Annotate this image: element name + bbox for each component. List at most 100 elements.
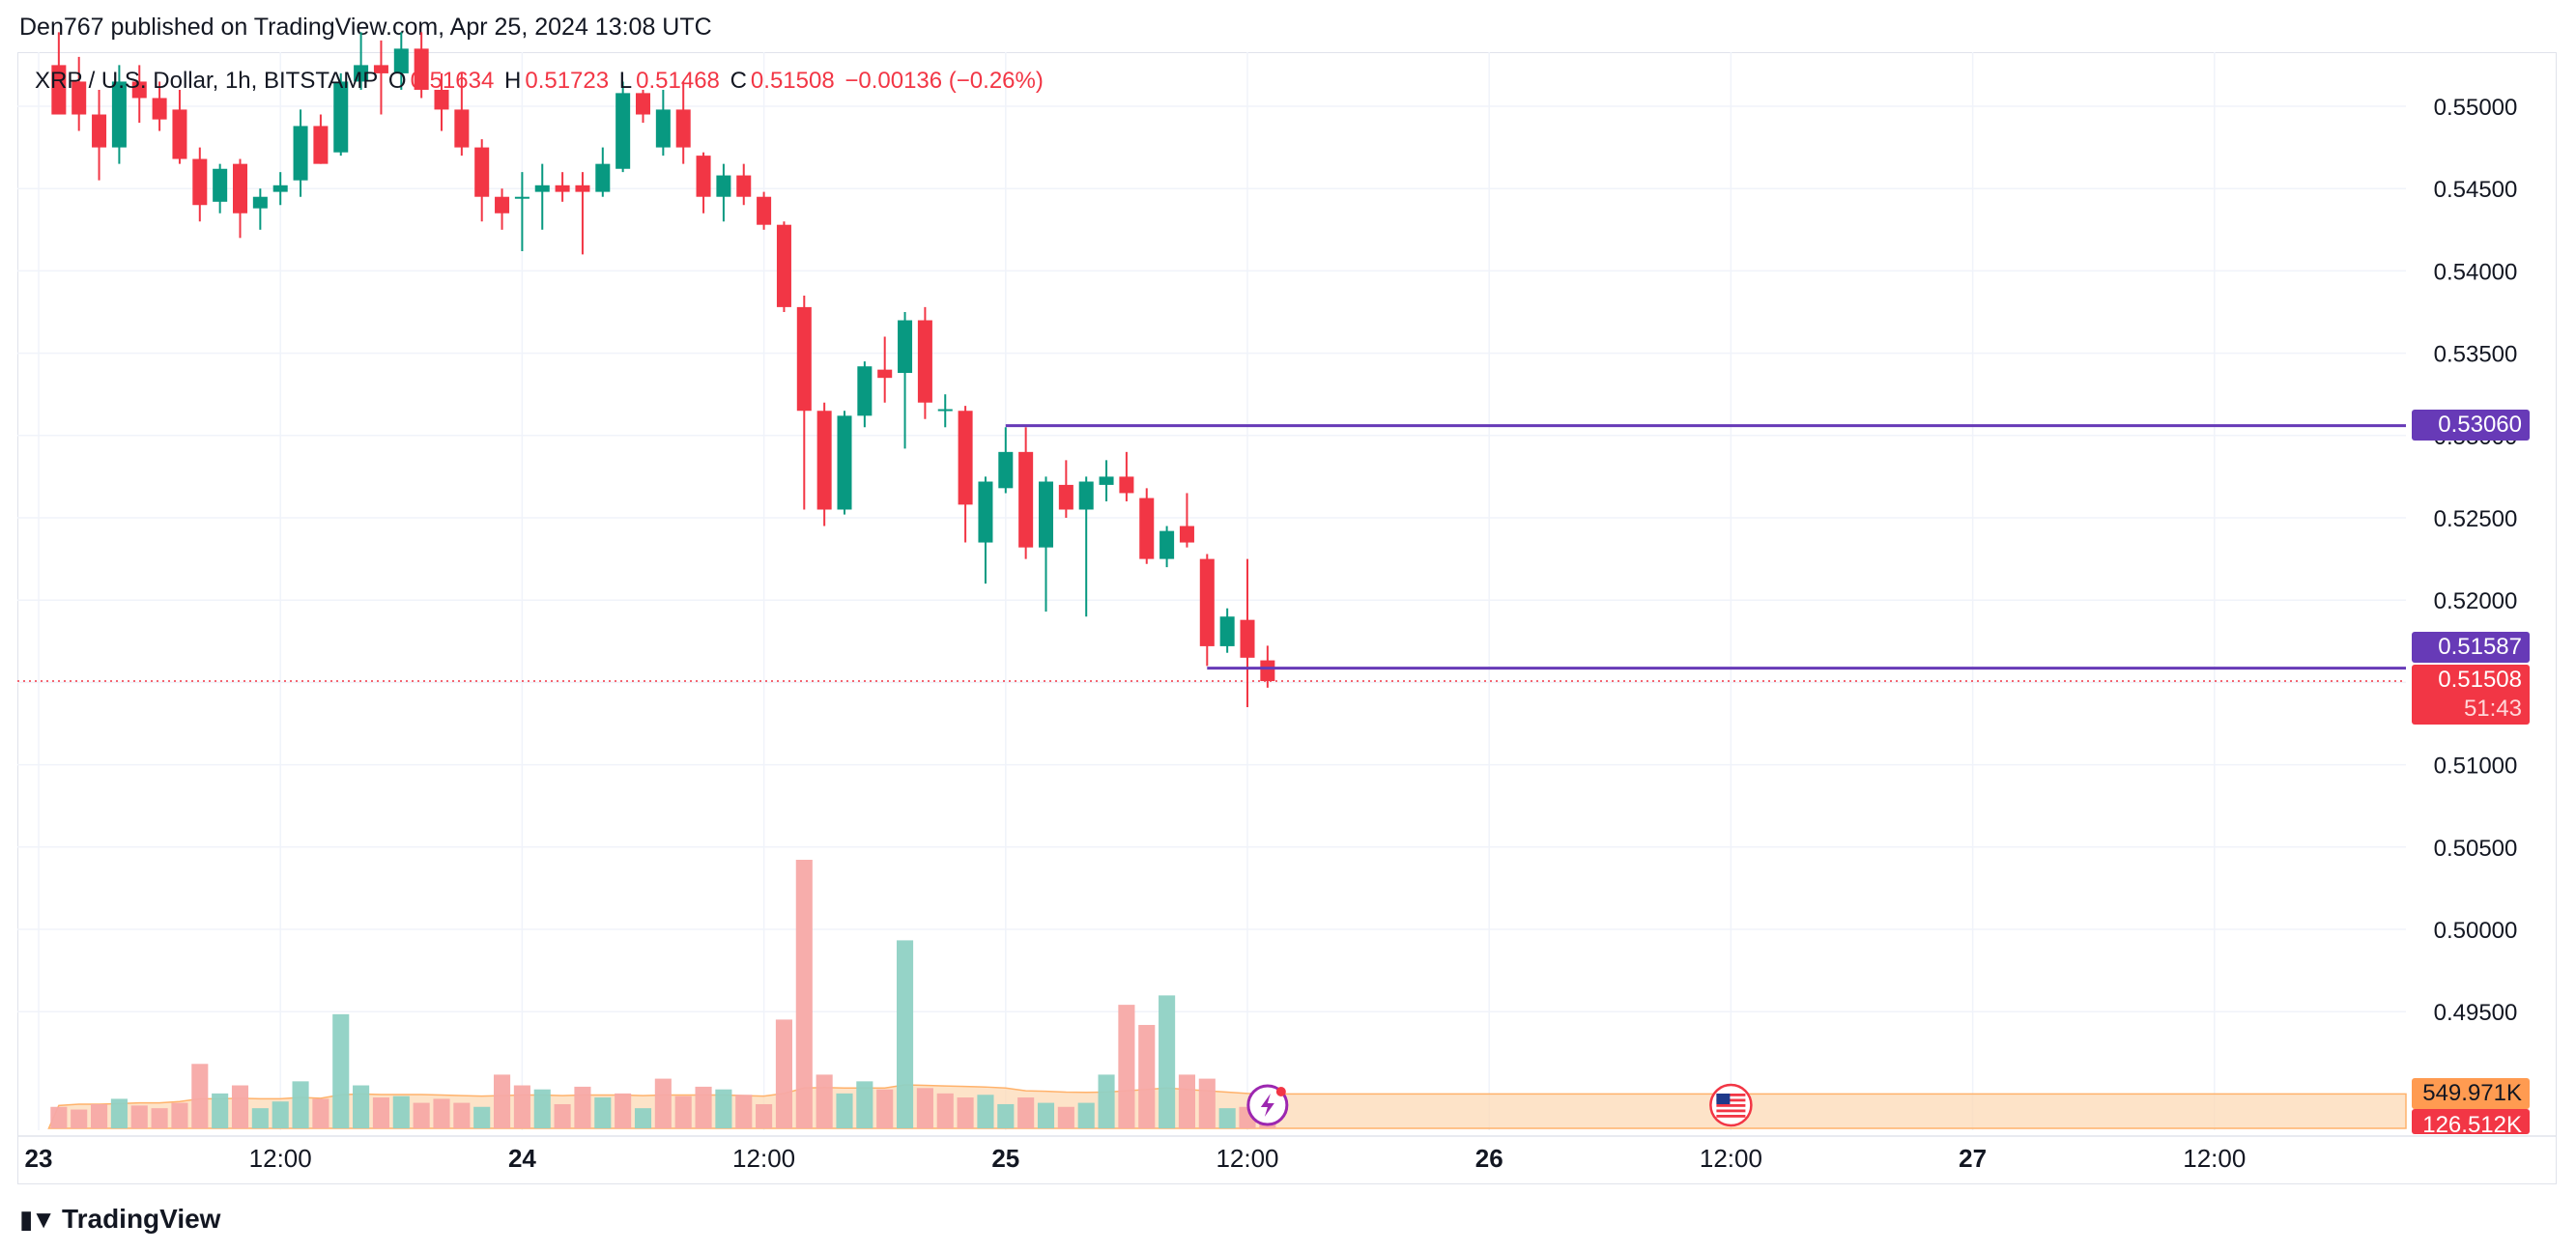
volume-bar	[130, 1105, 148, 1128]
candle-body	[474, 147, 490, 197]
candle-body	[796, 306, 812, 412]
lightning-bolt	[1260, 1094, 1274, 1117]
volume-bar	[1198, 1078, 1216, 1128]
candle-body	[1179, 526, 1194, 543]
candle-body	[635, 93, 651, 115]
volume-bar	[433, 1098, 450, 1128]
volume-bar	[775, 1019, 792, 1128]
candle-body	[51, 65, 67, 115]
volume-bar	[936, 1093, 954, 1128]
volume-bar	[332, 1013, 350, 1128]
candle-body	[837, 415, 852, 510]
time-axis[interactable]: 23 12:00 24 12:00 25 12:00 26 12:00 27 12:00	[25, 1144, 2247, 1173]
legend-close-label: C	[730, 68, 747, 94]
candle-body	[917, 320, 932, 403]
volume-bar	[876, 1089, 894, 1128]
candle-body	[131, 81, 147, 99]
volume-bar	[856, 1081, 873, 1128]
candle-body	[272, 185, 288, 192]
volume-bar	[816, 1074, 833, 1128]
volume-bar	[795, 860, 813, 1128]
price-tick-label: 0.53500	[2434, 342, 2518, 368]
candle-body	[776, 224, 791, 307]
volume-bar	[695, 1086, 712, 1128]
legend-high-label: H	[504, 68, 522, 94]
candle-body	[293, 126, 308, 181]
volume-bar	[392, 1096, 410, 1128]
volume-bar	[836, 1093, 853, 1128]
volume-bar	[212, 1093, 229, 1128]
price-tick-label: 0.52000	[2434, 588, 2518, 614]
candle-body	[1038, 481, 1054, 548]
volume-bar	[453, 1102, 471, 1128]
candle-body	[655, 109, 671, 148]
volume-bar	[151, 1108, 168, 1128]
volume-bar	[554, 1103, 571, 1128]
candle-body	[1199, 558, 1215, 646]
legend-close-value: 0.51508	[750, 68, 835, 94]
chart-event-icons[interactable]	[1246, 1083, 1753, 1127]
candle-body	[978, 481, 993, 543]
candle-body	[313, 126, 329, 164]
candle-body	[111, 81, 127, 148]
legend-high-value: 0.51723	[525, 68, 610, 94]
tradingview-logo[interactable]: ▮▼ TradingView	[19, 1204, 220, 1235]
legend-symbol: XRP / U.S. Dollar, 1h, BITSTAMP	[35, 68, 379, 94]
volume-bar	[1037, 1102, 1055, 1128]
volume-bar	[251, 1108, 269, 1128]
volume-bars	[47, 860, 2407, 1129]
candle-body	[757, 196, 772, 225]
legend-low-value: 0.51468	[636, 68, 720, 94]
volume-last-badge: 126.512K	[2412, 1109, 2530, 1134]
volume-bar	[71, 1109, 88, 1128]
volume-bar	[756, 1103, 773, 1128]
candle-body	[1078, 481, 1094, 510]
candle-body	[958, 411, 973, 505]
horizontal-levels[interactable]	[17, 424, 2406, 682]
candle-body	[1099, 476, 1114, 485]
candle-body	[595, 163, 611, 192]
candle-body	[716, 175, 731, 197]
volume-bar	[473, 1106, 491, 1128]
time-tick-label: 25	[991, 1144, 1019, 1173]
volume-bar	[897, 940, 914, 1128]
candle-body	[152, 98, 167, 120]
price-axis[interactable]: 0.550000.545000.540000.535000.530000.525…	[2434, 95, 2518, 1026]
candle-body	[1139, 498, 1155, 559]
time-tick-label: 12:00	[2183, 1144, 2246, 1173]
last-price-badge: 0.51508	[2412, 665, 2530, 696]
flag-canton	[1716, 1094, 1731, 1104]
brand-name: TradingView	[62, 1204, 221, 1234]
candle-body	[213, 168, 228, 202]
candle-body	[232, 163, 248, 213]
price-tick-label: 0.49500	[2434, 1000, 2518, 1026]
candle-body	[555, 185, 570, 192]
volume-bar	[50, 1106, 68, 1128]
flag-stripe	[1716, 1115, 1746, 1118]
candle-body	[373, 65, 388, 73]
volume-bar	[494, 1074, 511, 1128]
price-tick-label: 0.54000	[2434, 259, 2518, 285]
candle-body	[414, 48, 429, 90]
volume-bar	[1218, 1108, 1236, 1128]
price-tick-label: 0.54500	[2434, 177, 2518, 203]
candle-body	[354, 65, 369, 82]
flag-stripe	[1716, 1094, 1746, 1096]
volume-bar	[312, 1098, 329, 1128]
candle-body	[252, 196, 268, 209]
volume-bar	[353, 1085, 370, 1128]
price-tick-label: 0.52500	[2434, 506, 2518, 532]
volume-bar	[1077, 1102, 1095, 1128]
time-tick-label: 12:00	[1216, 1144, 1278, 1173]
candle-body	[454, 109, 470, 148]
volume-bar	[191, 1064, 209, 1128]
candle-body	[514, 196, 530, 199]
candle-body	[534, 185, 550, 192]
legend-low-label: L	[618, 68, 633, 94]
candle-body	[736, 175, 752, 197]
candle-body	[92, 114, 107, 148]
candle-body	[1058, 484, 1073, 510]
candle-body	[675, 109, 691, 148]
candle-body	[816, 411, 832, 510]
